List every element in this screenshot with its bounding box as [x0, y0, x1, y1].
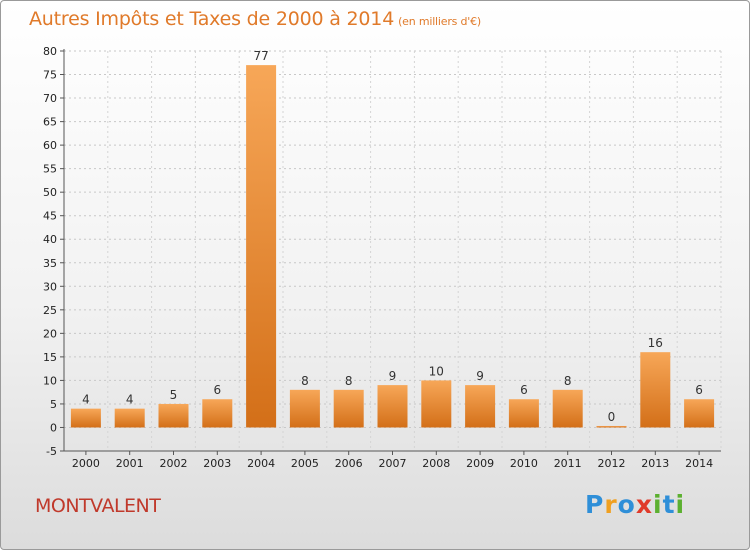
- bar-2005: [289, 389, 320, 428]
- bar-2011: [552, 389, 583, 428]
- bar-2009: [465, 385, 496, 428]
- y-tick-label: 0: [50, 421, 57, 434]
- bar-2000: [70, 408, 101, 428]
- brand-letter: P: [585, 490, 605, 519]
- x-tick-label: 2006: [335, 457, 363, 470]
- y-tick-label: 30: [43, 280, 57, 293]
- data-labels: 4 4 5 6 77 8 8 9 10 9 6 8 0 16 6: [82, 49, 703, 424]
- y-tick-label: 10: [43, 374, 57, 387]
- data-label: 6: [213, 383, 221, 397]
- data-label: 0: [608, 410, 616, 424]
- data-label: 8: [345, 374, 353, 388]
- y-tick-label: 15: [43, 351, 57, 364]
- brand-letter: t: [662, 490, 676, 519]
- y-tick-label: 60: [43, 139, 57, 152]
- x-tick-label: 2012: [598, 457, 626, 470]
- y-tick-label: 5: [50, 398, 57, 411]
- data-label: 8: [564, 374, 572, 388]
- x-tick-label: 2007: [379, 457, 407, 470]
- y-tick-label: 45: [43, 210, 57, 223]
- data-label: 6: [695, 383, 703, 397]
- bar-2003: [202, 399, 233, 428]
- bar-2012: [596, 425, 627, 428]
- bars: [70, 65, 715, 428]
- y-tick-label: 35: [43, 257, 57, 270]
- data-label: 6: [520, 383, 528, 397]
- bar-2006: [333, 389, 364, 428]
- y-tick-label: 65: [43, 116, 57, 129]
- bar-2002: [158, 403, 189, 428]
- x-tick-label: 2009: [466, 457, 494, 470]
- commune-name: MONTVALENT: [35, 495, 161, 517]
- bar-2007: [377, 385, 408, 428]
- y-tick-label: 70: [43, 92, 57, 105]
- y-tick-label: 50: [43, 186, 57, 199]
- data-label: 5: [170, 388, 178, 402]
- data-label: 8: [301, 374, 309, 388]
- data-label: 16: [648, 336, 663, 350]
- y-tick-label: 20: [43, 327, 57, 340]
- y-tick-label: -5: [46, 445, 57, 458]
- chart-subtitle: (en milliers d'€): [398, 15, 481, 28]
- x-tick-label: 2008: [422, 457, 450, 470]
- x-tick-label: 2000: [72, 457, 100, 470]
- data-label: 10: [429, 364, 444, 378]
- x-tick-label: 2004: [247, 457, 275, 470]
- y-tick-label: 25: [43, 304, 57, 317]
- x-tick-label: 2002: [160, 457, 188, 470]
- data-label: 77: [253, 49, 268, 63]
- bar-2004: [246, 65, 277, 428]
- brand-letter: i: [653, 490, 663, 519]
- chart-title: Autres Impôts et Taxes de 2000 à 2014 (en…: [29, 8, 481, 30]
- x-tick-label: 2014: [685, 457, 713, 470]
- bar-2010: [508, 399, 539, 428]
- data-label: 4: [82, 393, 90, 407]
- brand-letter: i: [675, 490, 686, 519]
- data-label: 4: [126, 393, 134, 407]
- x-tick-label: 2001: [116, 457, 144, 470]
- brand-letter: x: [635, 490, 653, 519]
- y-tick-label: 40: [43, 233, 57, 246]
- x-tick-label: 2010: [510, 457, 538, 470]
- y-tick-label: 55: [43, 163, 57, 176]
- x-tick-label: 2003: [203, 457, 231, 470]
- data-label: 9: [389, 369, 397, 383]
- proxiti-logo[interactable]: Proxiti: [585, 490, 685, 519]
- y-tick-label: 75: [43, 69, 57, 82]
- x-tick-label: 2005: [291, 457, 319, 470]
- bar-2001: [114, 408, 145, 428]
- y-tick-label: 80: [43, 45, 57, 58]
- brand-letter: r: [604, 490, 618, 519]
- bar-2013: [640, 352, 671, 428]
- data-label: 9: [476, 369, 484, 383]
- bar-2014: [684, 399, 715, 428]
- x-tick-label: 2013: [641, 457, 669, 470]
- bar-2008: [421, 380, 452, 428]
- chart-title-text: Autres Impôts et Taxes de 2000 à 2014: [29, 8, 395, 30]
- grid-lines: [63, 50, 722, 452]
- x-tick-label: 2011: [554, 457, 582, 470]
- brand-letter: o: [617, 490, 636, 519]
